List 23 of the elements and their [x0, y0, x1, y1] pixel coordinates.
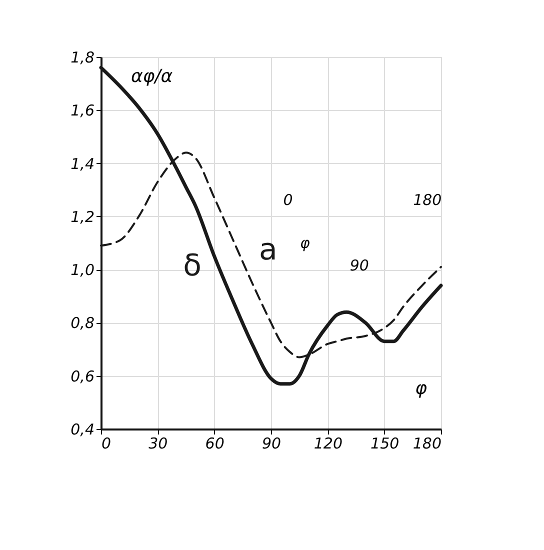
x-tick-label: 180	[412, 434, 442, 452]
y-tick-label: 0,8	[70, 314, 94, 332]
x-tick-label: 90	[262, 434, 282, 452]
x-tick-label: 0	[102, 434, 112, 452]
annotation: φ	[300, 234, 310, 252]
y-tick-label: 1,2	[70, 208, 94, 226]
x-tick-label: 150	[370, 434, 400, 452]
x-tick-label: 30	[148, 434, 168, 452]
annotation: 90	[350, 256, 369, 274]
x-tick-label: 60	[205, 434, 224, 452]
y-tick-label: 1,4	[70, 154, 94, 173]
y-tick-label: 1,0	[70, 261, 94, 280]
series-label: δ	[183, 248, 202, 284]
series-label: a	[259, 232, 278, 268]
y-tick-label: 0,4	[70, 420, 94, 438]
x-tick-label: 120	[314, 434, 342, 452]
annotation: 0	[283, 191, 293, 210]
y-tick-label: 1,6	[70, 102, 94, 120]
y-axis-title: αφ/α	[131, 66, 173, 87]
y-tick-label: 0,6	[70, 367, 94, 386]
annotation: 180	[413, 191, 442, 210]
y-tick-label: 1,8	[70, 48, 94, 66]
x-axis-title: φ	[415, 378, 428, 399]
